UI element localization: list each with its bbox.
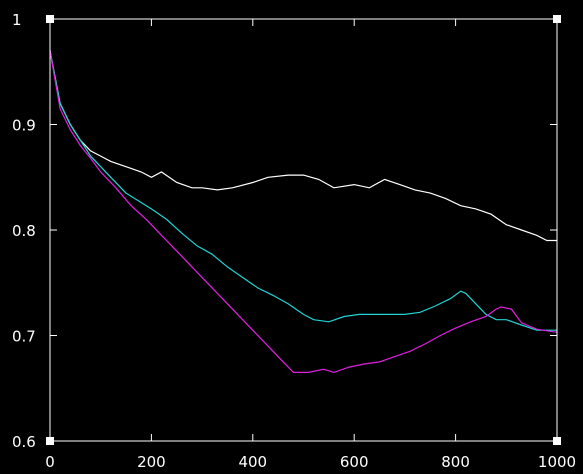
x-tick-label: 800 — [441, 453, 470, 471]
y-tick-label: 1 — [12, 11, 22, 29]
y-tick-label: 0.8 — [12, 222, 36, 240]
x-tick-label: 0 — [45, 453, 55, 471]
tick-labels-layer: 0 200 400 600 800 1000 0.6 0.7 0.8 0.9 1 — [12, 11, 576, 471]
corner-handle-3[interactable] — [46, 437, 54, 445]
corner-handles — [46, 15, 561, 445]
y-tick-label: 0.7 — [12, 328, 36, 346]
y-tick-label: 0.6 — [12, 433, 36, 451]
x-tick-label: 400 — [238, 453, 267, 471]
y-tick-label: 0.9 — [12, 117, 36, 135]
series-line-3 — [49, 50, 558, 374]
corner-handle-1[interactable] — [46, 15, 54, 23]
x-tick-label: 600 — [340, 453, 369, 471]
x-tick-label: 200 — [137, 453, 166, 471]
series-layer — [49, 50, 558, 374]
series-line-1 — [49, 50, 557, 242]
corner-handle-2[interactable] — [553, 15, 561, 23]
x-tick-label: 1000 — [538, 453, 576, 471]
corner-handle-4[interactable] — [553, 437, 561, 445]
series-line-2 — [49, 50, 557, 331]
